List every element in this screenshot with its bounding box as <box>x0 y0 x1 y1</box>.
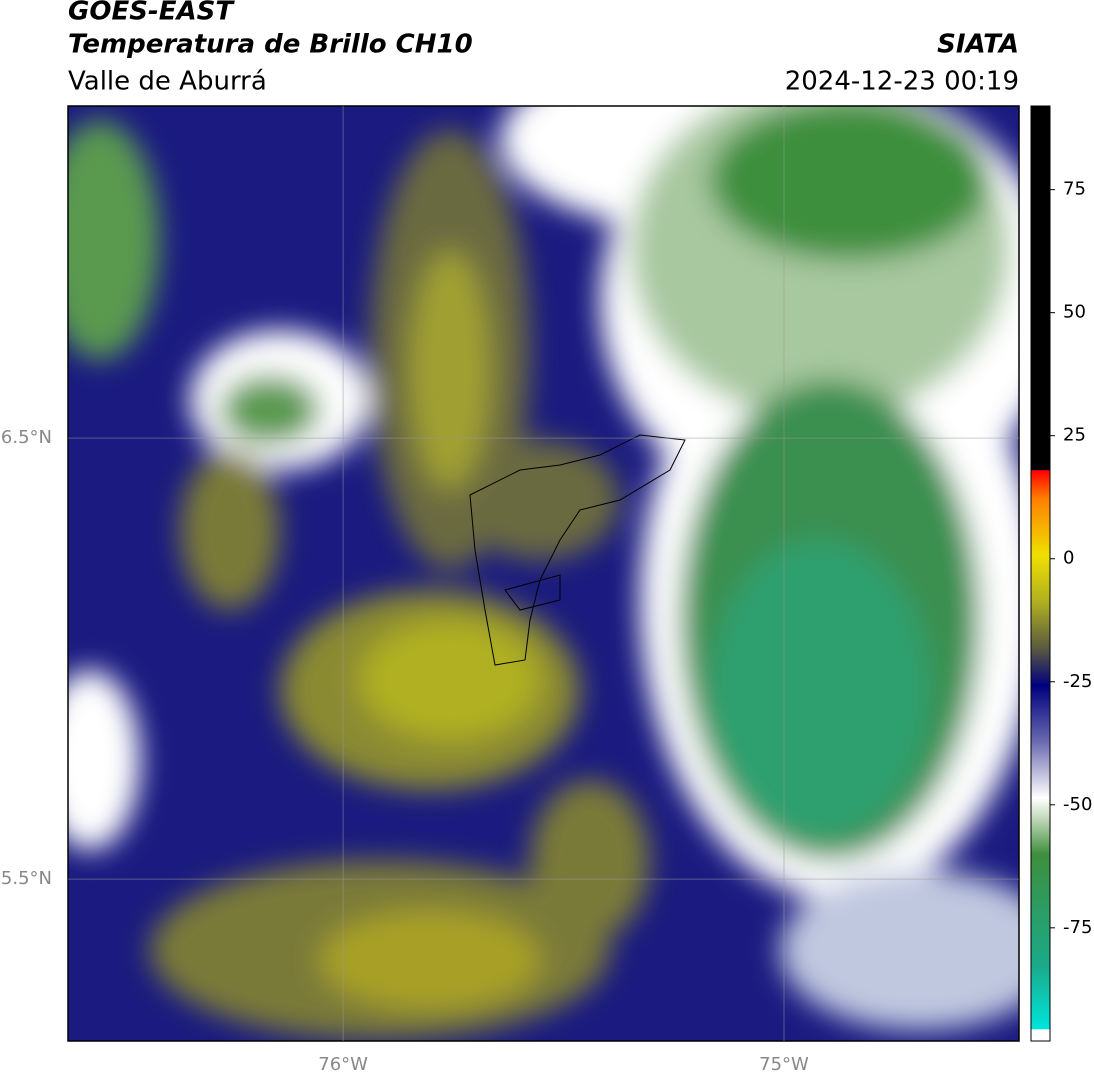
datetime: 2024-12-23 00:19 <box>785 67 1019 97</box>
subtitle: Temperatura de Brillo CH10 <box>68 30 473 60</box>
colorbar-tick-label: -75 <box>1063 917 1092 938</box>
imagery <box>68 106 1019 1041</box>
map-frame <box>67 105 1020 1042</box>
colorbar-tick-label: 25 <box>1063 425 1086 446</box>
colorbar <box>1030 105 1051 1042</box>
colorbar-tick-label: 75 <box>1063 179 1086 200</box>
y-tick-label: 6.5°N <box>1 427 52 448</box>
colorbar-tick-label: -25 <box>1063 671 1092 692</box>
y-tick-label: 5.5°N <box>1 868 52 889</box>
colorbar-tick-label: -50 <box>1063 794 1092 815</box>
region: Valle de Aburrá <box>68 67 267 97</box>
source: SIATA <box>937 30 1019 60</box>
colorbar-tick-label: 50 <box>1063 302 1086 323</box>
x-tick-label: 75°W <box>759 1054 809 1075</box>
x-tick-label: 76°W <box>318 1054 368 1075</box>
title: GOES-EAST <box>68 0 235 27</box>
colorbar-tick-label: 0 <box>1063 548 1074 569</box>
